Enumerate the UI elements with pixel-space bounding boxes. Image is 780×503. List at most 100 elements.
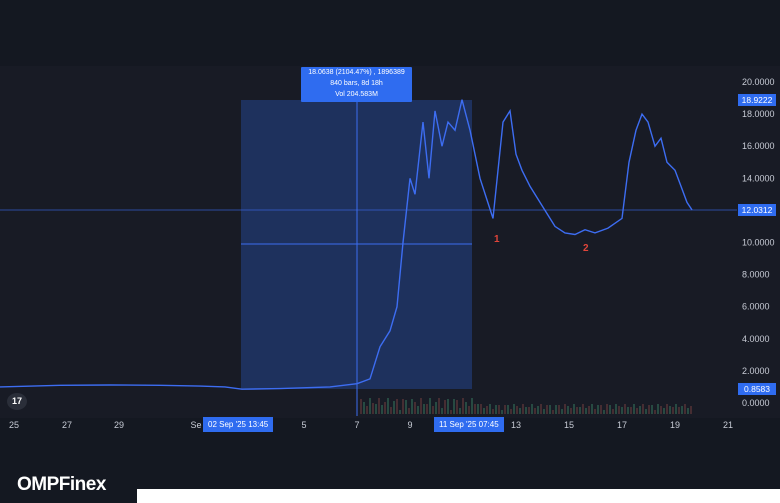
volume-bar [381,405,383,414]
volume-bar [498,405,500,414]
volume-bar [375,404,377,414]
volume-bar [558,405,560,414]
volume-bar [576,407,578,414]
volume-bar [651,405,653,414]
x-tick-label: 19 [670,420,680,430]
tradingview-logo[interactable]: 17 [7,393,27,410]
x-tick-label: 13 [511,420,521,430]
volume-bar [426,404,428,414]
measure-summary: 18.0638 (2104.47%) , 1896389 [308,69,405,76]
volume-bar [561,409,563,414]
volume-bar [441,408,443,414]
x-tick-label: 5 [301,420,306,430]
volume-bar [591,404,593,414]
volume-bar [648,405,650,414]
volume-bar [507,405,509,414]
volume-bar [522,404,524,414]
volume-bar [471,398,473,414]
volume-bar [459,408,461,414]
measure-start-date: 02 Sep '25 13:45 [203,417,274,432]
price-label-high: 18.9222 [738,94,776,106]
measure-bars: 840 bars, 8d 18h [330,80,383,87]
brand-name: OMPFinex [17,474,106,495]
price-label-start: 0.8583 [738,383,776,395]
volume-bar [597,405,599,414]
volume-bar [477,404,479,414]
volume-bar [654,410,656,414]
volume-bar [600,405,602,414]
volume-bar [594,409,596,414]
y-tick-label: 16.0000 [742,141,775,151]
volume-bar [486,406,488,414]
volume-bar [399,410,401,414]
volume-bar [393,401,395,414]
volume-bar [666,404,668,414]
price-line [0,99,693,390]
volume-bar [468,406,470,414]
volume-bar [504,405,506,414]
y-tick-label: 6.0000 [742,302,770,312]
volume-bar [372,403,374,414]
x-tick-label: 7 [354,420,359,430]
volume-bar [627,407,629,414]
volume-bar [396,399,398,414]
volume-bar [516,406,518,414]
volume-bar [501,410,503,414]
annotation-2: 2 [583,243,589,254]
volume-bar [519,408,521,414]
volume-bar [639,406,641,414]
volume-bar [474,404,476,414]
volume-bar [618,406,620,414]
volume-bar [525,407,527,414]
volume-bar [465,402,467,414]
volume-bar [513,404,515,414]
volume-bar [540,404,542,414]
volume-bar [624,404,626,414]
y-tick-label: 20.0000 [742,77,775,87]
volume-bar [621,407,623,414]
brand-footer: OMPFinex [0,469,137,503]
volume-bar [411,399,413,414]
volume-bar [414,402,416,414]
price-axis[interactable] [737,66,780,418]
volume-bar [678,407,680,414]
price-label-current: 12.0312 [738,204,776,216]
x-tick-label: 21 [723,420,733,430]
volume-bar [585,408,587,414]
volume-bar [537,406,539,414]
volume-bar [483,408,485,414]
volume-bar [456,400,458,414]
volume-bar [642,404,644,414]
x-tick-label: 15 [564,420,574,430]
volume-bar [609,405,611,414]
volume-bar [417,406,419,414]
volume-bar [657,404,659,414]
volume-bar [633,404,635,414]
volume-bar [387,398,389,414]
x-tick-label: 25 [9,420,19,430]
x-tick-label: 17 [617,420,627,430]
volume-bar [687,408,689,414]
volume-bar [429,398,431,414]
volume-bar [495,405,497,414]
y-tick-label: 18.0000 [742,109,775,119]
volume-bar [552,410,554,414]
volume-bar [570,408,572,414]
volume-bar [531,404,533,414]
volume-bar [684,404,686,414]
plot-area[interactable] [0,66,737,418]
y-tick-label: 14.0000 [742,173,775,183]
x-tick-label: 27 [62,420,72,430]
x-tick-label: 29 [114,420,124,430]
volume-bar [573,404,575,414]
volume-bar [534,408,536,414]
volume-bar [672,407,674,414]
volume-bar [369,398,371,414]
volume-bar [582,404,584,414]
volume-bar [528,407,530,414]
volume-bar [615,404,617,414]
volume-bar [567,406,569,414]
volume-bar [564,404,566,414]
volume-bar [390,407,392,414]
